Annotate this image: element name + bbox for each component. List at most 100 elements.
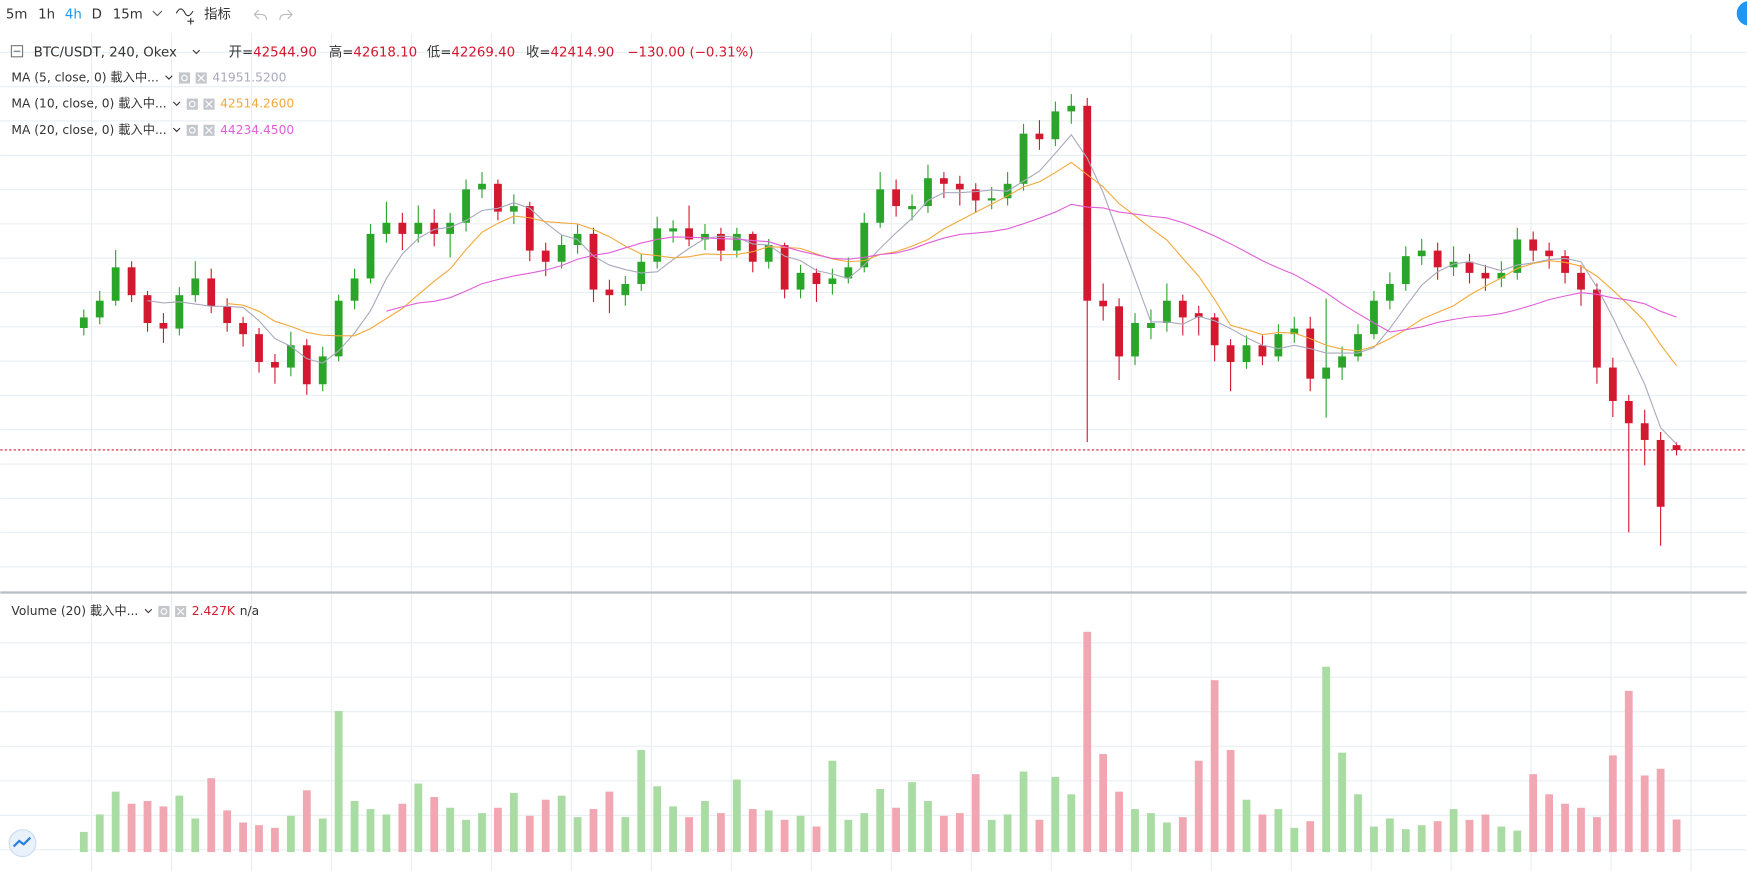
remove-icon	[176, 607, 185, 616]
candle-body	[1608, 367, 1617, 401]
candle-body	[685, 228, 693, 240]
volume-bar	[1306, 821, 1315, 853]
indicator-legend: 开= 42544.90 高= 42618.10 低= 42269.40 收= 42414.90…	[11, 43, 753, 618]
eye-icon	[188, 126, 196, 134]
collapse-button[interactable]	[10, 45, 24, 58]
volume-bar	[1194, 760, 1203, 853]
visibility-button[interactable]	[178, 72, 191, 84]
dropdown-caret[interactable]	[172, 127, 181, 133]
ma-line	[227, 161, 1678, 367]
volume-bar	[1624, 690, 1633, 853]
volume-bar	[509, 792, 518, 853]
volume-bar	[1115, 791, 1123, 853]
volume-bar	[1162, 822, 1171, 853]
dropdown-caret[interactable]	[172, 101, 181, 107]
candle-body	[1274, 334, 1283, 357]
candle-body	[1131, 323, 1139, 357]
volume-bar	[1178, 817, 1187, 853]
candle-body	[1067, 105, 1076, 112]
volume-bar	[223, 810, 232, 853]
dropdown-caret[interactable]	[144, 608, 153, 614]
candle-body	[1035, 133, 1044, 140]
volume-bar	[1147, 813, 1155, 853]
visibility-button[interactable]	[186, 98, 198, 110]
volume-bar	[494, 807, 502, 853]
volume-bar	[812, 826, 821, 853]
candle-body	[812, 272, 821, 285]
volume-bar	[541, 799, 550, 853]
redo[interactable]	[279, 9, 293, 21]
interval[interactable]: 4h	[65, 7, 82, 22]
candle-body	[1513, 239, 1522, 273]
volume-bar	[1513, 830, 1522, 853]
candle-body	[1306, 328, 1315, 379]
volume-bar	[955, 813, 964, 853]
indicators-button[interactable]: 指标	[204, 6, 231, 22]
volume-bar	[111, 791, 120, 853]
dropdown-caret[interactable]	[165, 75, 173, 80]
candle-body	[987, 198, 996, 201]
volume-bar	[1672, 819, 1681, 853]
volume-bar	[478, 813, 486, 853]
candle-body	[430, 222, 439, 234]
volume-bar	[669, 806, 678, 853]
candle-body	[446, 222, 455, 234]
candle-body	[844, 267, 853, 279]
volume-bar	[1529, 774, 1538, 853]
symbol: BTC/USDT, 240, Okex	[34, 45, 177, 60]
candle-body	[748, 233, 757, 262]
candle-body	[669, 228, 678, 232]
eye-icon	[188, 100, 196, 108]
candle-body	[1624, 400, 1633, 424]
ohlc-value: 42544.90	[253, 45, 317, 60]
candle-body	[1194, 313, 1203, 318]
undo[interactable]	[253, 9, 268, 21]
candle-body	[462, 189, 470, 223]
candle-body	[1465, 261, 1474, 273]
candle-body	[1417, 250, 1426, 257]
candle-body	[876, 189, 885, 223]
volume-bar	[1593, 817, 1601, 853]
interval[interactable]: 1h	[38, 7, 55, 22]
candle-body	[1385, 284, 1394, 301]
candle-body	[494, 183, 502, 212]
volume-bar	[1099, 754, 1108, 853]
app-icon[interactable]	[1736, 1, 1747, 26]
candle-body	[780, 245, 789, 290]
volume-bar	[1226, 749, 1235, 853]
volume-bar	[844, 819, 853, 853]
volume-bar	[239, 822, 247, 853]
candle-body	[1051, 111, 1060, 140]
indicator-name: Volume (20) 載入中...	[11, 603, 138, 618]
volume-bar	[95, 814, 104, 853]
indicator-icon[interactable]	[175, 8, 195, 25]
volume-bar	[1545, 794, 1554, 853]
candle-body	[414, 222, 423, 234]
volume-bar	[1003, 814, 1012, 853]
candle-body	[557, 245, 566, 262]
interval[interactable]: 5m	[6, 7, 28, 22]
candle-body	[621, 284, 630, 296]
visibility-button[interactable]	[158, 605, 170, 618]
dropdown-caret[interactable]	[152, 10, 163, 17]
dropdown-caret[interactable]	[192, 49, 201, 55]
candle-body	[95, 300, 104, 318]
eye-icon	[181, 74, 188, 82]
candle-body	[796, 272, 805, 290]
ohlc-label: 低=	[427, 44, 452, 60]
visibility-button[interactable]	[186, 124, 198, 136]
interval[interactable]: 15m	[113, 7, 143, 22]
candle-body	[955, 183, 964, 190]
candle-body	[541, 250, 550, 262]
indicator-name: MA (5, close, 0) 載入中...	[11, 69, 158, 84]
volume-bar	[1417, 825, 1426, 853]
candle-body	[1593, 289, 1601, 368]
volume-bar	[334, 711, 343, 853]
volume-bar	[1497, 826, 1506, 853]
volume-bar	[876, 788, 885, 853]
volume-bar	[1274, 809, 1283, 853]
volume-bar	[1051, 776, 1060, 853]
candle-body	[255, 334, 263, 362]
interval[interactable]: D	[92, 7, 102, 22]
